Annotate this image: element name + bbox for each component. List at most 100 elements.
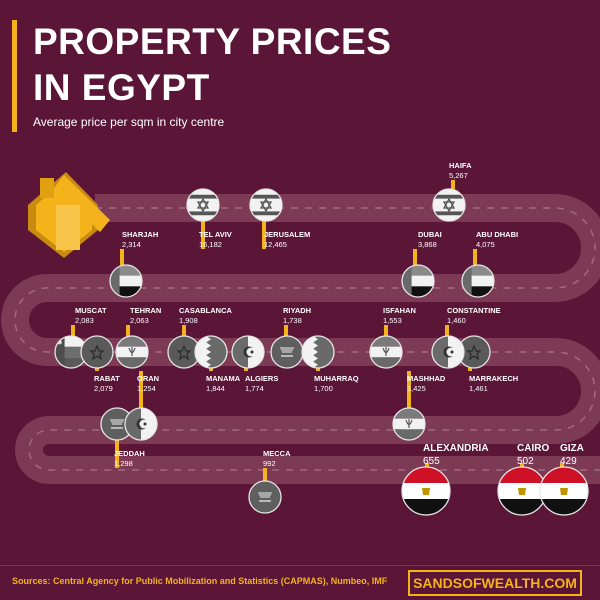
marker-stem — [126, 325, 130, 336]
marker-stem — [244, 368, 248, 371]
marker-stem — [384, 325, 388, 336]
marker-stem — [71, 325, 75, 336]
accent-bar — [12, 20, 17, 132]
uae-flag-icon — [110, 265, 142, 297]
egypt-flag-icon — [498, 467, 546, 515]
price-label: 992 — [263, 459, 276, 468]
price-label: 1,254 — [137, 384, 156, 393]
city-label: CASABLANCA — [179, 306, 232, 315]
price-label: 2,079 — [94, 384, 113, 393]
price-label: 502 — [517, 456, 534, 467]
marker-stem — [209, 368, 213, 371]
price-label: 5,267 — [449, 171, 468, 180]
uae-flag-icon — [402, 265, 434, 297]
price-label: 1,738 — [283, 316, 302, 325]
algeria-flag-icon — [125, 408, 157, 440]
city-label: ISFAHAN — [383, 306, 416, 315]
brand-link[interactable]: SANDSOFWEALTH.COM — [408, 570, 582, 596]
israel-flag-icon — [187, 189, 219, 221]
marker-stem — [413, 249, 417, 265]
city-marker: ALEXANDRIA 655 — [401, 443, 489, 516]
city-label: GIZA — [560, 443, 584, 454]
iran-flag-icon — [370, 336, 402, 368]
title-line-2: IN EGYPT — [33, 67, 210, 108]
sources-text: Sources: Central Agency for Public Mobil… — [12, 576, 388, 586]
title-line-1: PROPERTY PRICES — [33, 21, 392, 62]
city-label: CAIRO — [517, 443, 549, 454]
marker-stem — [425, 463, 429, 467]
price-label: 1,774 — [245, 384, 264, 393]
israel-flag-icon — [433, 189, 465, 221]
city-label: MASHHAD — [407, 374, 446, 383]
marker-stem — [316, 368, 320, 371]
city-label: CONSTANTINE — [447, 306, 501, 315]
bahrain-flag-icon — [302, 336, 334, 368]
price-label: 1,844 — [206, 384, 225, 393]
marker-stem — [451, 180, 455, 189]
city-label: MECCA — [263, 449, 291, 458]
city-label: DUBAI — [418, 230, 442, 239]
city-label: RIYADH — [283, 306, 311, 315]
israel-flag-icon — [250, 189, 282, 221]
page-title: PROPERTY PRICES IN EGYPT — [33, 19, 391, 111]
subtitle: Average price per sqm in city centre — [33, 115, 225, 129]
price-label: 12,465 — [264, 240, 287, 249]
city-label: ABU DHABI — [476, 230, 518, 239]
price-label: 16,182 — [199, 240, 222, 249]
marker-stem — [445, 325, 449, 336]
marker-stem — [407, 371, 411, 440]
price-label: 2,063 — [130, 316, 149, 325]
egypt-flag-icon — [540, 467, 588, 515]
marker-stem — [520, 463, 524, 467]
saudi-flag-icon — [249, 481, 281, 513]
marker-stem — [120, 249, 124, 265]
price-label: 3,868 — [418, 240, 437, 249]
algeria-flag-icon — [232, 336, 264, 368]
price-label: 1,461 — [469, 384, 488, 393]
price-label: 1,298 — [114, 459, 133, 468]
algeria-flag-icon — [432, 336, 464, 368]
iran-flag-icon — [116, 336, 148, 368]
morocco-flag-icon — [81, 336, 113, 368]
road — [1, 194, 600, 484]
iran-flag-icon — [393, 408, 425, 440]
city-label: ALEXANDRIA — [423, 443, 489, 454]
footer-divider — [0, 565, 600, 566]
price-label: 4,075 — [476, 240, 495, 249]
city-label: MUHARRAQ — [314, 374, 359, 383]
marker-stem — [95, 368, 99, 371]
city-label: JEDDAH — [114, 449, 145, 458]
egypt-flag-icon — [402, 467, 450, 515]
city-label: TEHRAN — [130, 306, 161, 315]
city-label: MUSCAT — [75, 306, 107, 315]
price-label: 1,460 — [447, 316, 466, 325]
road-centre-line — [14, 207, 600, 471]
city-marker: GIZA 429 — [539, 443, 589, 516]
price-label: 655 — [423, 456, 440, 467]
bahrain-flag-icon — [195, 336, 227, 368]
uae-flag-icon — [462, 265, 494, 297]
saudi-flag-icon — [271, 336, 303, 368]
city-label: HAIFA — [449, 161, 472, 170]
marker-stem — [468, 368, 472, 371]
price-label: 1,908 — [179, 316, 198, 325]
